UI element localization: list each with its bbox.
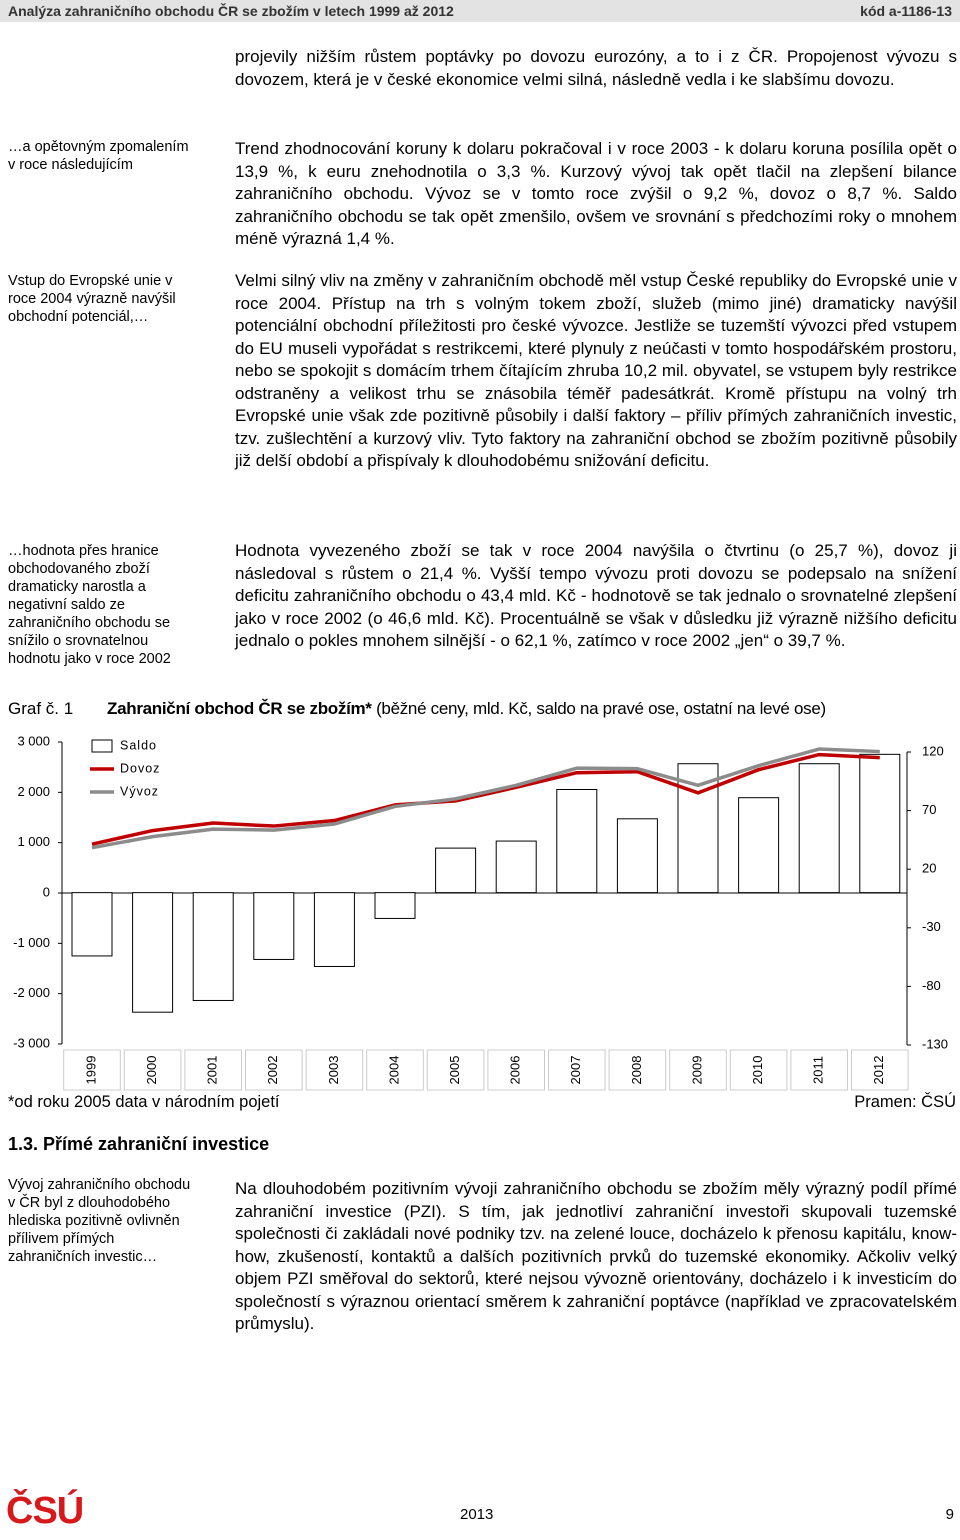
bar (677, 763, 719, 894)
x-tick-label: 2007 (568, 1056, 583, 1085)
x-tick-label: 2000 (144, 1056, 159, 1085)
y-tick-label: -2 000 (13, 985, 50, 1000)
bar (616, 818, 658, 894)
paragraph: Na dlouhodobém pozitivním vývoji zahrani… (235, 1179, 957, 1333)
legend-swatch (91, 739, 113, 753)
category-box (669, 1049, 727, 1091)
y2-tick-label: 20 (922, 861, 936, 876)
category-box (729, 1049, 788, 1091)
bar (313, 892, 355, 967)
bar (132, 892, 174, 1013)
paragraph: Velmi silný vliv na změny v zahraničním … (235, 271, 957, 470)
category-box (305, 1049, 364, 1091)
x-tick-label: 1999 (83, 1056, 98, 1085)
page-number: 9 (945, 1506, 954, 1523)
x-tick-label: 2002 (265, 1056, 280, 1085)
category-box (245, 1049, 303, 1091)
caption-subtitle: (běžné ceny, mld. Kč, saldo na pravé ose… (376, 699, 826, 718)
footer-year: 2013 (460, 1506, 494, 1523)
x-tick-label: 2006 (508, 1056, 523, 1085)
bar (798, 763, 840, 894)
header: Analýza zahraničního obchodu ČR se zboží… (0, 0, 960, 22)
logo: ČSÚ (6, 1490, 84, 1532)
y-tick-label: 1 000 (17, 834, 50, 849)
margin-note: …a opětovným zpomalením v roce následují… (8, 139, 189, 173)
bar (435, 847, 477, 894)
category-box (790, 1049, 849, 1091)
category-box (487, 1049, 545, 1091)
y-tick-label: -1 000 (13, 935, 50, 950)
category-box (63, 1049, 121, 1091)
y2-tick-label: -30 (922, 919, 941, 934)
bar (495, 840, 537, 894)
bar (192, 892, 234, 1001)
x-tick-label: 2009 (689, 1056, 704, 1085)
y2-tick-label: -80 (922, 978, 941, 993)
margin-note: Vstup do Evropské unie v roce 2004 výraz… (8, 273, 176, 325)
legend-label: Saldo (120, 738, 157, 752)
y-tick-label: 0 (43, 884, 50, 899)
caption: Zahraniční obchod ČR se zbožím* (běžné c… (107, 699, 826, 719)
bar (71, 892, 113, 957)
y2-tick-label: 70 (922, 802, 936, 817)
y-tick-label: 3 000 (17, 733, 50, 748)
section-heading: 1.3. Přímé zahraniční investice (8, 1134, 270, 1154)
bar (253, 892, 295, 960)
category-box (548, 1049, 606, 1091)
category-box (366, 1049, 424, 1091)
chart: 3 000 2 000 1 000 0 -1 000 -2 000 -3 000 120 70 2… (13, 733, 948, 1091)
category-box (184, 1049, 242, 1091)
source: Pramen: ČSÚ (854, 1093, 956, 1111)
paragraph: Trend zhodnocování koruny k dolaru pokra… (235, 139, 957, 248)
x-tick-label: 2003 (326, 1056, 341, 1085)
legend-label: Vývoz (120, 784, 159, 798)
x-tick-label: 2004 (386, 1056, 401, 1085)
legend-label: Dovoz (120, 761, 160, 775)
x-tick-label: 2005 (447, 1056, 462, 1085)
margin-note: Vývoj zahraničního obchodu v ČR byl z dl… (8, 1177, 191, 1265)
x-tick-label: 2011 (811, 1056, 826, 1084)
x-tick-label: 2001 (205, 1056, 220, 1085)
bar (738, 797, 780, 894)
y2-tick-label: 120 (922, 743, 944, 758)
bar (374, 892, 416, 919)
caption-title: Zahraniční obchod ČR se zbožím* (107, 699, 372, 718)
x-tick-label: 2012 (871, 1056, 886, 1085)
plot-area (61, 735, 908, 1055)
category-box (426, 1049, 485, 1091)
y-tick-label: 2 000 (17, 784, 50, 799)
line (91, 752, 880, 846)
paragraph: Hodnota vyvezeného zboží se tak v roce 2… (235, 541, 957, 650)
footnote: *od roku 2005 data v národním pojetí (8, 1093, 280, 1111)
bar (556, 789, 598, 894)
category-box (123, 1049, 182, 1091)
bar (859, 753, 901, 894)
x-tick-label: 2010 (750, 1056, 765, 1085)
category-box (608, 1049, 667, 1091)
caption-label: Graf č. 1 (8, 699, 74, 718)
header-title: Analýza zahraničního obchodu ČR se zboží… (8, 3, 454, 19)
x-tick-label: 2008 (629, 1056, 644, 1085)
paragraph: projevily nižším růstem poptávky po dovo… (235, 47, 957, 89)
y-tick-label: -3 000 (13, 1035, 50, 1050)
margin-note: …hodnota přes hranice obchodovaného zbož… (8, 543, 171, 667)
line (91, 747, 880, 850)
category-box (851, 1049, 909, 1091)
header-code: kód a-1186-13 (860, 3, 952, 19)
y2-tick-label: -130 (922, 1036, 948, 1051)
